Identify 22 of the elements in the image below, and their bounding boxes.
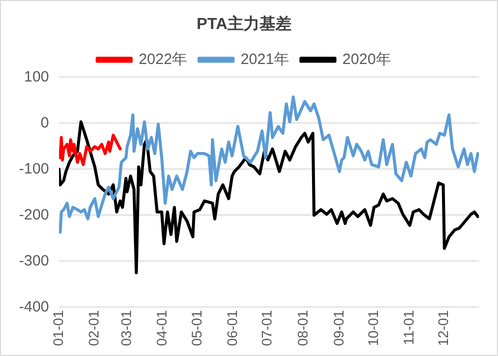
y-tick-label: -100	[18, 160, 50, 178]
x-tick-label: 06-01	[224, 310, 240, 346]
x-tick-label: 03-01	[118, 310, 134, 346]
y-tick-label: -300	[18, 252, 50, 270]
x-tick-label: 10-01	[364, 310, 381, 346]
x-tick-label: 07-01	[258, 310, 275, 346]
legend-label: 2022年	[138, 50, 188, 68]
x-tick-label: 11-01	[400, 310, 417, 345]
x-tick-label: 04-01	[154, 310, 170, 346]
chart-title: PTA主力基差	[196, 14, 292, 34]
y-tick-label: 100	[24, 68, 50, 86]
x-tick-label: 01-01	[50, 310, 66, 346]
x-tick-label: 02-01	[86, 310, 102, 346]
legend-label: 2020年	[342, 50, 391, 68]
x-tick-label: 08-01	[294, 310, 310, 346]
y-tick-label: 0	[40, 114, 50, 132]
x-tick-label: 12-01	[435, 310, 452, 346]
x-tick-label: 05-01	[188, 310, 204, 346]
y-tick-label: -200	[18, 206, 50, 224]
y-tick-label: -400	[18, 298, 50, 316]
x-tick-label: 09-01	[330, 310, 346, 346]
legend-label: 2021年	[240, 50, 289, 68]
